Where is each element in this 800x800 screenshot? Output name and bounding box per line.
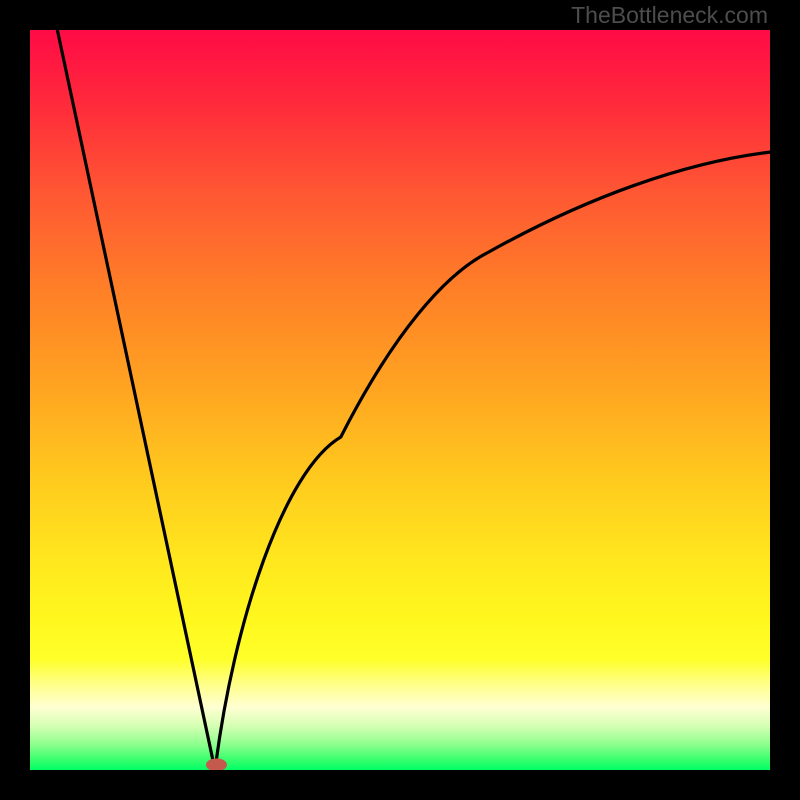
chart-background xyxy=(30,30,770,770)
bottleneck-chart xyxy=(30,30,770,770)
optimum-marker xyxy=(206,759,226,770)
chart-svg xyxy=(30,30,770,770)
attribution-text: TheBottleneck.com xyxy=(571,2,768,29)
